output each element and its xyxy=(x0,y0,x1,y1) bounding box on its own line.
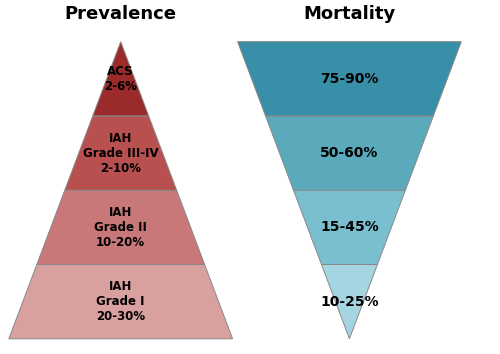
Polygon shape xyxy=(65,116,176,190)
Polygon shape xyxy=(9,264,232,339)
Text: IAH
Grade I
20-30%: IAH Grade I 20-30% xyxy=(96,280,146,323)
Text: 15-45%: 15-45% xyxy=(320,221,379,234)
Text: IAH
Grade II
10-20%: IAH Grade II 10-20% xyxy=(94,206,147,249)
Polygon shape xyxy=(294,190,406,264)
Polygon shape xyxy=(266,116,434,190)
Polygon shape xyxy=(322,264,378,339)
Text: Prevalence: Prevalence xyxy=(64,5,176,23)
Text: 75-90%: 75-90% xyxy=(320,72,378,86)
Text: IAH
Grade III-IV
2-10%: IAH Grade III-IV 2-10% xyxy=(83,132,158,175)
Text: 10-25%: 10-25% xyxy=(320,295,379,309)
Text: Mortality: Mortality xyxy=(304,5,396,23)
Polygon shape xyxy=(238,42,462,116)
Text: ACS
2-6%: ACS 2-6% xyxy=(104,65,137,93)
Polygon shape xyxy=(37,190,204,264)
Polygon shape xyxy=(93,42,148,116)
Text: 50-60%: 50-60% xyxy=(320,146,378,160)
